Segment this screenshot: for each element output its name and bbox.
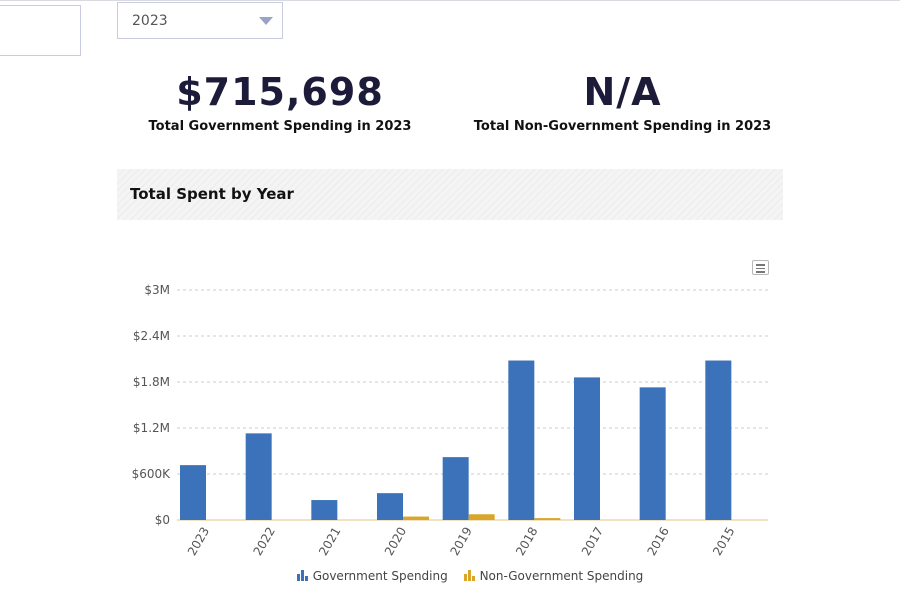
non-government-spending-caption: Total Non-Government Spending in 2023 [473,119,772,134]
legend-item-non-government[interactable]: Non-Government Spending [463,569,644,583]
bar-chart-icon [463,570,476,581]
government-spending-bar[interactable] [639,387,666,520]
chevron-down-icon[interactable] [259,17,273,25]
y-tick-label: $0 [155,513,170,527]
government-spending-value: $715,698 [176,70,384,114]
hamburger-menu-icon[interactable] [752,260,769,275]
government-spending-bar[interactable] [377,493,403,520]
x-tick-label: 2020 [382,525,409,558]
x-tick-label: 2023 [185,525,212,558]
non-government-spending-bar[interactable] [468,514,495,520]
chart-legend: Government Spending Non-Government Spend… [0,569,900,583]
government-spending-bar[interactable] [311,500,338,520]
x-tick-label: 2019 [448,525,475,558]
y-tick-label: $2.4M [133,329,170,343]
non-government-spending-bar[interactable] [403,516,429,520]
government-spending-bar[interactable] [180,465,206,520]
x-tick-label: 2015 [710,525,737,558]
x-tick-label: 2021 [316,525,343,558]
y-tick-label: $1.2M [133,421,170,435]
government-spending-bar[interactable] [245,433,272,520]
x-tick-label: 2022 [251,525,278,558]
section-header: Total Spent by Year [117,169,783,220]
x-tick-label: 2018 [513,525,540,558]
government-spending-stat: $715,698 Total Government Spending in 20… [130,69,430,134]
legend-label-government: Government Spending [312,569,448,583]
legend-item-government[interactable]: Government Spending [296,569,448,583]
y-tick-label: $600K [132,467,172,481]
non-government-spending-stat: N/A Total Non-Government Spending in 202… [470,69,775,134]
x-tick-label: 2016 [645,525,672,558]
y-tick-label: $3M [144,283,170,297]
government-spending-bar[interactable] [442,457,469,520]
government-spending-caption: Total Government Spending in 2023 [148,119,412,134]
year-dropdown-value: 2023 [132,13,168,29]
y-tick-label: $1.8M [133,375,170,389]
government-spending-bar[interactable] [508,360,535,520]
left-panel-box [0,5,81,56]
bar-chart-icon [296,570,309,581]
section-title: Total Spent by Year [130,185,294,203]
government-spending-bar[interactable] [574,377,600,520]
legend-label-non-government: Non-Government Spending [479,569,644,583]
government-spending-bar[interactable] [705,360,732,520]
year-dropdown[interactable]: 2023 [117,2,283,39]
non-government-spending-bar[interactable] [534,518,561,520]
non-government-spending-value: N/A [583,70,662,114]
x-tick-label: 2017 [579,525,606,558]
